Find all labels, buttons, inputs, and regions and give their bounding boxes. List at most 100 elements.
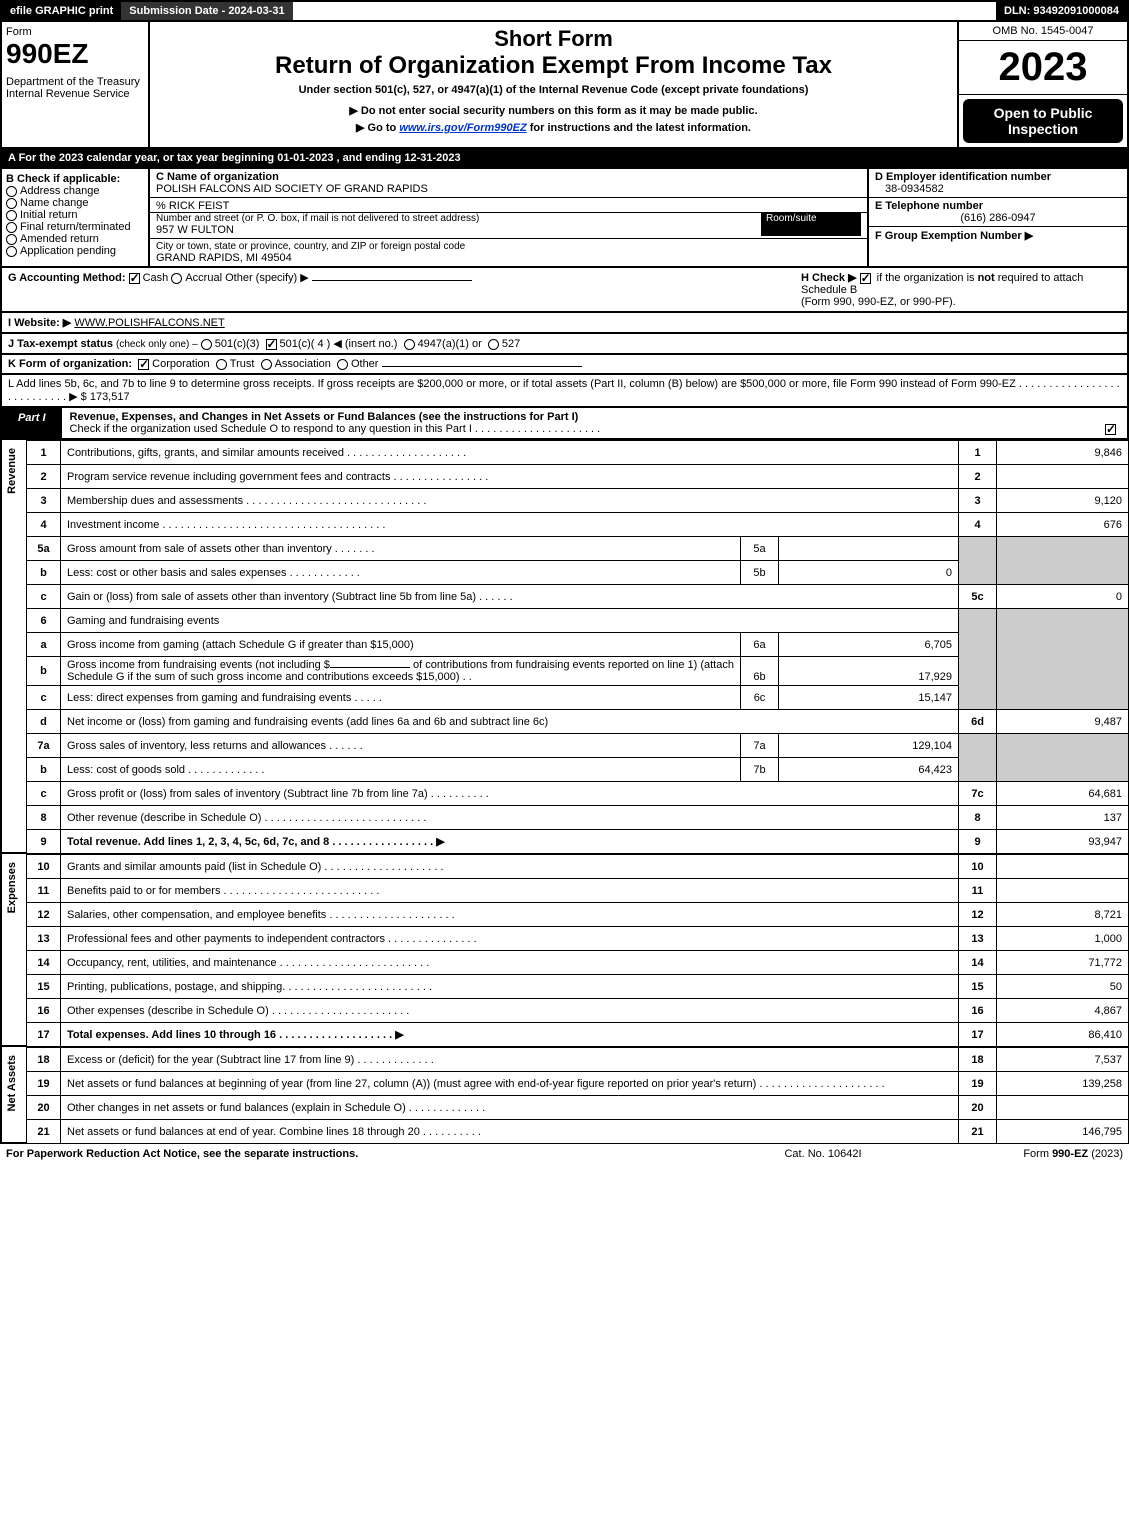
- line-11: 11Benefits paid to or for members . . . …: [27, 879, 1129, 903]
- col-d-ids: D Employer identification number 38-0934…: [867, 169, 1127, 266]
- dept-label: Department of the TreasuryInternal Reven…: [6, 76, 144, 100]
- line-6d: dNet income or (loss) from gaming and fu…: [27, 710, 1129, 734]
- open-to-public: Open to Public Inspection: [963, 99, 1123, 143]
- omb-number: OMB No. 1545-0047: [959, 22, 1127, 41]
- header-left: Form 990EZ Department of the TreasuryInt…: [2, 22, 150, 147]
- schedule-b-check: H Check ▶ if the organization is not req…: [801, 271, 1121, 308]
- header-center: Short Form Return of Organization Exempt…: [150, 22, 957, 147]
- line-7c: cGross profit or (loss) from sales of in…: [27, 782, 1129, 806]
- line-7a: 7aGross sales of inventory, less returns…: [27, 734, 1129, 758]
- chk-501c[interactable]: [266, 339, 277, 350]
- net-assets-side-label: Net Assets: [2, 1047, 22, 1119]
- chk-527[interactable]: [488, 339, 499, 350]
- line-18: 18Excess or (deficit) for the year (Subt…: [27, 1048, 1129, 1072]
- col-b-checkboxes: B Check if applicable: Address change Na…: [2, 169, 150, 266]
- footer-notice: For Paperwork Reduction Act Notice, see …: [6, 1148, 358, 1160]
- efile-label: efile GRAPHIC print: [2, 2, 121, 20]
- col-b-title: B Check if applicable:: [6, 173, 144, 185]
- website-value: WWW.POLISHFALCONS.NET: [74, 317, 224, 329]
- chk-amended-return[interactable]: Amended return: [6, 233, 144, 245]
- top-bar: efile GRAPHIC print Submission Date - 20…: [0, 0, 1129, 22]
- care-of: % RICK FEIST: [150, 198, 867, 213]
- row-j-tax-status: J Tax-exempt status (check only one) ‒ 5…: [0, 334, 1129, 355]
- chk-application-pending[interactable]: Application pending: [6, 245, 144, 257]
- submission-date-button[interactable]: Submission Date - 2024-03-31: [121, 2, 292, 20]
- irs-link[interactable]: www.irs.gov/Form990EZ: [399, 122, 526, 134]
- chk-association[interactable]: [261, 359, 272, 370]
- revenue-table: 1Contributions, gifts, grants, and simil…: [26, 440, 1129, 854]
- net-assets-section: Net Assets 18Excess or (deficit) for the…: [0, 1047, 1129, 1144]
- gross-receipts-value: 173,517: [90, 391, 130, 403]
- city-state-zip: GRAND RAPIDS, MI 49504: [156, 252, 861, 264]
- org-name-row: C Name of organization POLISH FALCONS AI…: [150, 169, 867, 198]
- line-8: 8Other revenue (describe in Schedule O) …: [27, 806, 1129, 830]
- chk-initial-return[interactable]: Initial return: [6, 209, 144, 221]
- org-name: POLISH FALCONS AID SOCIETY OF GRAND RAPI…: [156, 183, 861, 195]
- expenses-section: Expenses 10Grants and similar amounts pa…: [0, 854, 1129, 1047]
- short-form-title: Short Form: [158, 26, 949, 52]
- line-12: 12Salaries, other compensation, and empl…: [27, 903, 1129, 927]
- chk-final-return[interactable]: Final return/terminated: [6, 221, 144, 233]
- street-row: Number and street (or P. O. box, if mail…: [150, 213, 867, 239]
- line-16: 16Other expenses (describe in Schedule O…: [27, 999, 1129, 1023]
- line-1: 1Contributions, gifts, grants, and simil…: [27, 441, 1129, 465]
- line-9: 9Total revenue. Add lines 1, 2, 3, 4, 5c…: [27, 830, 1129, 854]
- main-title: Return of Organization Exempt From Incom…: [158, 52, 949, 80]
- chk-schedule-o-part1[interactable]: [1105, 424, 1116, 435]
- row-g-h: G Accounting Method: Cash Accrual Other …: [0, 268, 1129, 313]
- part-1-header: Part I Revenue, Expenses, and Changes in…: [0, 408, 1129, 440]
- line-20: 20Other changes in net assets or fund ba…: [27, 1096, 1129, 1120]
- line-3: 3Membership dues and assessments . . . .…: [27, 489, 1129, 513]
- page-footer: For Paperwork Reduction Act Notice, see …: [0, 1144, 1129, 1164]
- line-21: 21Net assets or fund balances at end of …: [27, 1120, 1129, 1144]
- chk-schedule-b[interactable]: [860, 273, 871, 284]
- row-l-gross-receipts: L Add lines 5b, 6c, and 7b to line 9 to …: [0, 375, 1129, 408]
- col-c-name-address: C Name of organization POLISH FALCONS AI…: [150, 169, 867, 266]
- net-assets-table: 18Excess or (deficit) for the year (Subt…: [26, 1047, 1129, 1144]
- expenses-side-label: Expenses: [2, 854, 22, 921]
- street-address: 957 W FULTON: [156, 224, 761, 236]
- city-row: City or town, state or province, country…: [150, 239, 867, 266]
- accounting-method: G Accounting Method: Cash Accrual Other …: [8, 271, 801, 308]
- revenue-side-label: Revenue: [2, 440, 22, 502]
- tax-year: 2023: [959, 41, 1127, 95]
- chk-cash[interactable]: [129, 273, 140, 284]
- group-exemption: F Group Exemption Number ▶: [875, 229, 1121, 242]
- chk-trust[interactable]: [216, 359, 227, 370]
- header-right: OMB No. 1545-0047 2023 Open to Public In…: [957, 22, 1127, 147]
- chk-4947[interactable]: [404, 339, 415, 350]
- chk-corporation[interactable]: [138, 359, 149, 370]
- line-14: 14Occupancy, rent, utilities, and mainte…: [27, 951, 1129, 975]
- line-2: 2Program service revenue including gover…: [27, 465, 1129, 489]
- telephone-value: (616) 286-0947: [875, 212, 1121, 224]
- warning-1: ▶ Do not enter social security numbers o…: [158, 104, 949, 117]
- line-5a: 5aGross amount from sale of assets other…: [27, 537, 1129, 561]
- ein-value: 38-0934582: [875, 183, 1121, 195]
- line-4: 4Investment income . . . . . . . . . . .…: [27, 513, 1129, 537]
- part-1-label: Part I: [2, 408, 62, 438]
- org-info-grid: B Check if applicable: Address change Na…: [0, 169, 1129, 268]
- form-number: 990EZ: [6, 38, 144, 70]
- row-a-period: A For the 2023 calendar year, or tax yea…: [0, 149, 1129, 169]
- dln-label: DLN: 93492091000084: [996, 2, 1127, 20]
- chk-accrual[interactable]: [171, 273, 182, 284]
- footer-form-ref: Form 990-EZ (2023): [923, 1148, 1123, 1160]
- footer-cat-no: Cat. No. 10642I: [723, 1148, 923, 1160]
- line-6: 6Gaming and fundraising events: [27, 609, 1129, 633]
- line-5c: cGain or (loss) from sale of assets othe…: [27, 585, 1129, 609]
- row-k-org-form: K Form of organization: Corporation Trus…: [0, 355, 1129, 375]
- revenue-section: Revenue 1Contributions, gifts, grants, a…: [0, 440, 1129, 854]
- room-suite-label: Room/suite: [761, 213, 861, 236]
- form-label: Form: [6, 26, 144, 38]
- chk-name-change[interactable]: Name change: [6, 197, 144, 209]
- chk-address-change[interactable]: Address change: [6, 185, 144, 197]
- line-19: 19Net assets or fund balances at beginni…: [27, 1072, 1129, 1096]
- subtitle: Under section 501(c), 527, or 4947(a)(1)…: [158, 84, 949, 96]
- chk-501c3[interactable]: [201, 339, 212, 350]
- form-header: Form 990EZ Department of the TreasuryInt…: [0, 22, 1129, 149]
- row-i-website: I Website: ▶ WWW.POLISHFALCONS.NET: [0, 313, 1129, 334]
- line-15: 15Printing, publications, postage, and s…: [27, 975, 1129, 999]
- chk-other-org[interactable]: [337, 359, 348, 370]
- line-17: 17Total expenses. Add lines 10 through 1…: [27, 1023, 1129, 1047]
- line-10: 10Grants and similar amounts paid (list …: [27, 855, 1129, 879]
